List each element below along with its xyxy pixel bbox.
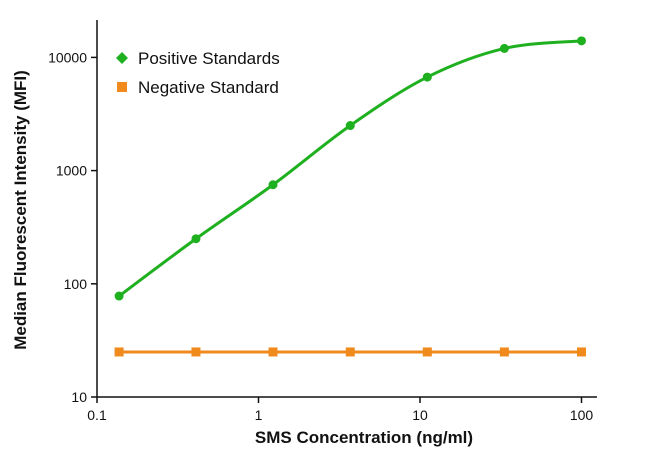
y-ticks: 10 100 1000 10000 [48,49,97,405]
axes [97,20,597,397]
chart: 10 100 1000 10000 0.1 1 10 100 SMS Concentrati… [0,0,650,458]
y-axis-title: Median Fluorescent Intensity (MFI) [11,70,30,350]
x-tick-label: 100 [570,407,594,423]
legend-label-negative: Negative Standard [138,78,279,97]
x-axis-title: SMS Concentration (ng/ml) [255,428,473,447]
data-point [577,347,586,356]
data-point [191,347,200,356]
x-tick-label: 10 [412,407,428,423]
legend-label-positive: Positive Standards [138,49,280,68]
data-point [500,44,509,53]
data-point [115,347,124,356]
x-tick-label: 1 [255,407,263,423]
data-point [191,234,200,243]
data-point [269,347,278,356]
y-tick-label: 1000 [56,163,87,179]
x-ticks: 0.1 1 10 100 [87,397,593,423]
data-point [423,73,432,82]
series-negative [115,347,586,356]
data-point [269,180,278,189]
data-point [346,121,355,130]
legend-item-negative: Negative Standard [117,78,279,97]
y-tick-label: 10 [71,389,87,405]
series-positive [115,36,586,300]
legend-marker-positive [116,52,128,64]
legend: Positive Standards Negative Standard [116,49,280,97]
y-tick-label: 100 [64,276,88,292]
x-tick-label: 0.1 [87,407,107,423]
data-point [577,36,586,45]
data-point [115,292,124,301]
legend-marker-negative [117,82,127,92]
data-point [346,347,355,356]
legend-item-positive: Positive Standards [116,49,280,68]
data-point [500,347,509,356]
data-point [423,347,432,356]
y-tick-label: 10000 [48,49,87,65]
